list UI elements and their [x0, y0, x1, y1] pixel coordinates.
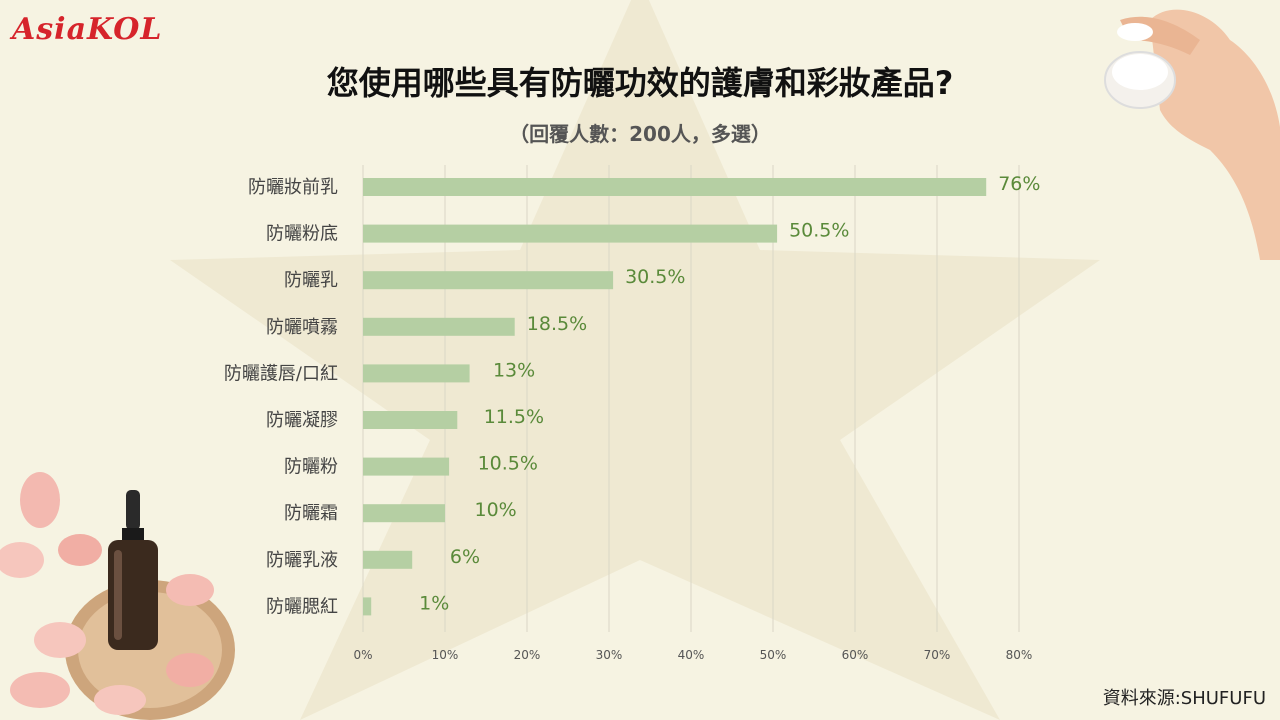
value-label: 76% [998, 173, 1040, 195]
category-label: 防曬凝膠 [266, 410, 338, 431]
asiakol-logo: AsiaKOL [12, 12, 163, 47]
bar [363, 178, 987, 196]
x-tick-label: 10% [432, 648, 459, 662]
category-label: 防曬乳 [284, 270, 338, 291]
bar [363, 457, 450, 476]
x-tick-label: 0% [353, 648, 372, 662]
bar [363, 317, 515, 336]
category-label: 防曬粉底 [266, 224, 338, 245]
category-label: 防曬腮紅 [266, 596, 338, 617]
category-label: 防曬粉 [284, 457, 338, 478]
serum-bottle-image [0, 472, 235, 720]
category-label: 防曬噴霧 [266, 317, 338, 338]
value-label: 50.5% [789, 220, 849, 242]
value-label: 10.5% [478, 453, 538, 475]
x-tick-label: 80% [1006, 648, 1033, 662]
value-label: 6% [450, 546, 480, 568]
x-tick-label: 50% [760, 648, 787, 662]
bar [363, 597, 372, 616]
x-tick-label: 30% [596, 648, 623, 662]
x-tick-label: 60% [842, 648, 869, 662]
bar [363, 364, 470, 383]
hand-cream-image [1104, 9, 1280, 260]
value-label: 18.5% [527, 313, 587, 335]
bar [363, 224, 778, 243]
source-label: 資料來源:SHUFUFU [1102, 688, 1266, 709]
category-label: 防曬霜 [284, 503, 338, 524]
value-label: 11.5% [484, 406, 544, 428]
x-tick-label: 40% [678, 648, 705, 662]
category-label: 防曬護唇/口紅 [224, 363, 338, 384]
bar [363, 271, 614, 290]
value-label: 30.5% [625, 266, 685, 288]
value-label: 13% [493, 359, 535, 381]
category-label: 防曬妝前乳 [248, 177, 338, 198]
category-label: 防曬乳液 [266, 550, 338, 571]
bar [363, 504, 445, 523]
x-tick-label: 70% [924, 648, 951, 662]
x-tick-label: 20% [514, 648, 541, 662]
value-label: 1% [419, 592, 449, 614]
bar [363, 411, 458, 429]
chart-title: 您使用哪些具有防曬功效的護膚和彩妝產品? [326, 64, 954, 102]
value-label: 10% [475, 499, 517, 521]
chart-subtitle: （回覆人數：200人，多選） [509, 122, 771, 146]
bar [363, 550, 413, 569]
